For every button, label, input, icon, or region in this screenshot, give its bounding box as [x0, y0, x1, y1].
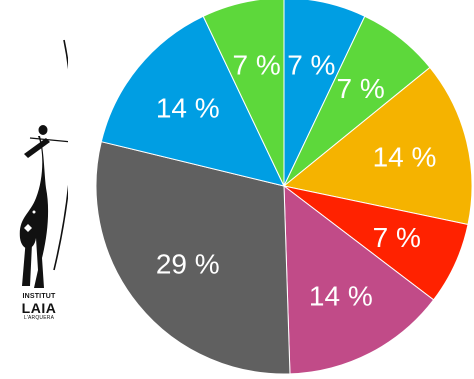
- pie-slices: [95, 0, 473, 375]
- pie-slice-3: [282, 66, 473, 226]
- pie-slice-label-8: 7 %: [233, 50, 281, 81]
- logo-larquera: L'ARQUERA: [23, 315, 55, 321]
- pie-slice-label-3: 14 %: [373, 141, 437, 172]
- logo-archer-leg: [22, 238, 32, 286]
- logo-institut: INSTITUT: [22, 293, 56, 300]
- pie-slice-7: [100, 15, 285, 187]
- pie-slice-label-2: 7 %: [337, 73, 385, 104]
- institut-laia-logo: [19, 39, 68, 288]
- pie-slice-label-7: 14 %: [156, 92, 220, 123]
- pie-slice-6: [95, 141, 291, 375]
- pie-slice-label-5: 14 %: [309, 281, 373, 312]
- logo-text: INSTITUT LAIA L'ARQUERA: [13, 293, 65, 321]
- pie-slice-5: [283, 184, 435, 375]
- pie-slice-label-6: 29 %: [156, 249, 220, 280]
- logo-arrow: [29, 137, 68, 143]
- logo-pattern: [24, 224, 32, 232]
- pie-slice-label-4: 7 %: [373, 222, 421, 253]
- logo-archer-head: [38, 125, 48, 135]
- logo-pattern-dot: [32, 210, 36, 214]
- logo-archer-arm: [24, 138, 50, 158]
- logo-bow: [53, 39, 68, 271]
- logo-laia: LAIA: [21, 300, 57, 316]
- pie-slice-label-1: 7 %: [287, 50, 335, 81]
- pie-slice-8: [202, 0, 285, 187]
- pie-labels: 7 %7 %14 %7 %14 %29 %14 %7 %: [156, 50, 437, 312]
